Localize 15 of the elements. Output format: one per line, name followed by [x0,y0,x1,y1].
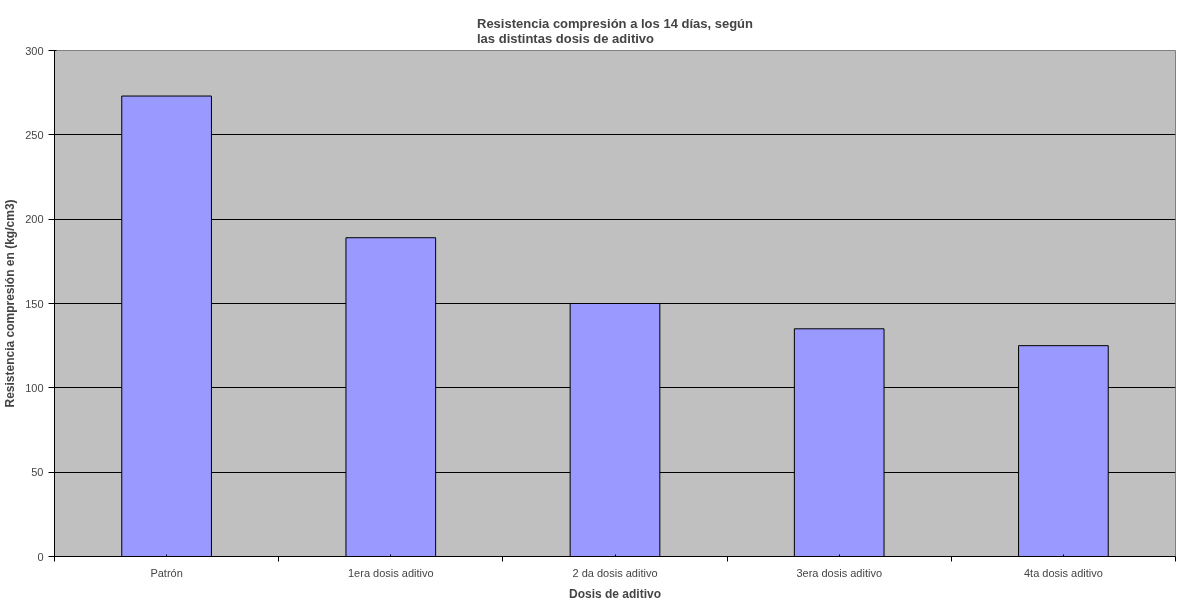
x-tick-label: 2 da dosis aditivo [572,566,658,579]
y-axis-title: Resistencia compresión en (kg/cm3) [3,199,18,408]
y-tick-label: 250 [25,128,44,141]
x-tick-label: 4ta dosis aditivo [1023,566,1103,579]
x-tick-label: Patrón [150,566,183,579]
y-tick-label: 150 [25,297,44,310]
y-tick-label: 100 [25,381,44,394]
x-axis-title: Dosis de aditivo [568,586,662,601]
x-tick-label: 3era dosis aditivo [796,566,883,579]
y-tick-label: 0 [37,550,44,563]
chart-title: Resistencia compresión a los 14 días, según las distintas dosis de aditivo [477,15,754,46]
y-tick-label: 50 [31,466,44,479]
x-tick-label: 1era dosis aditivo [348,566,434,579]
y-tick-label: 300 [25,44,44,57]
y-tick-label: 200 [25,213,44,226]
